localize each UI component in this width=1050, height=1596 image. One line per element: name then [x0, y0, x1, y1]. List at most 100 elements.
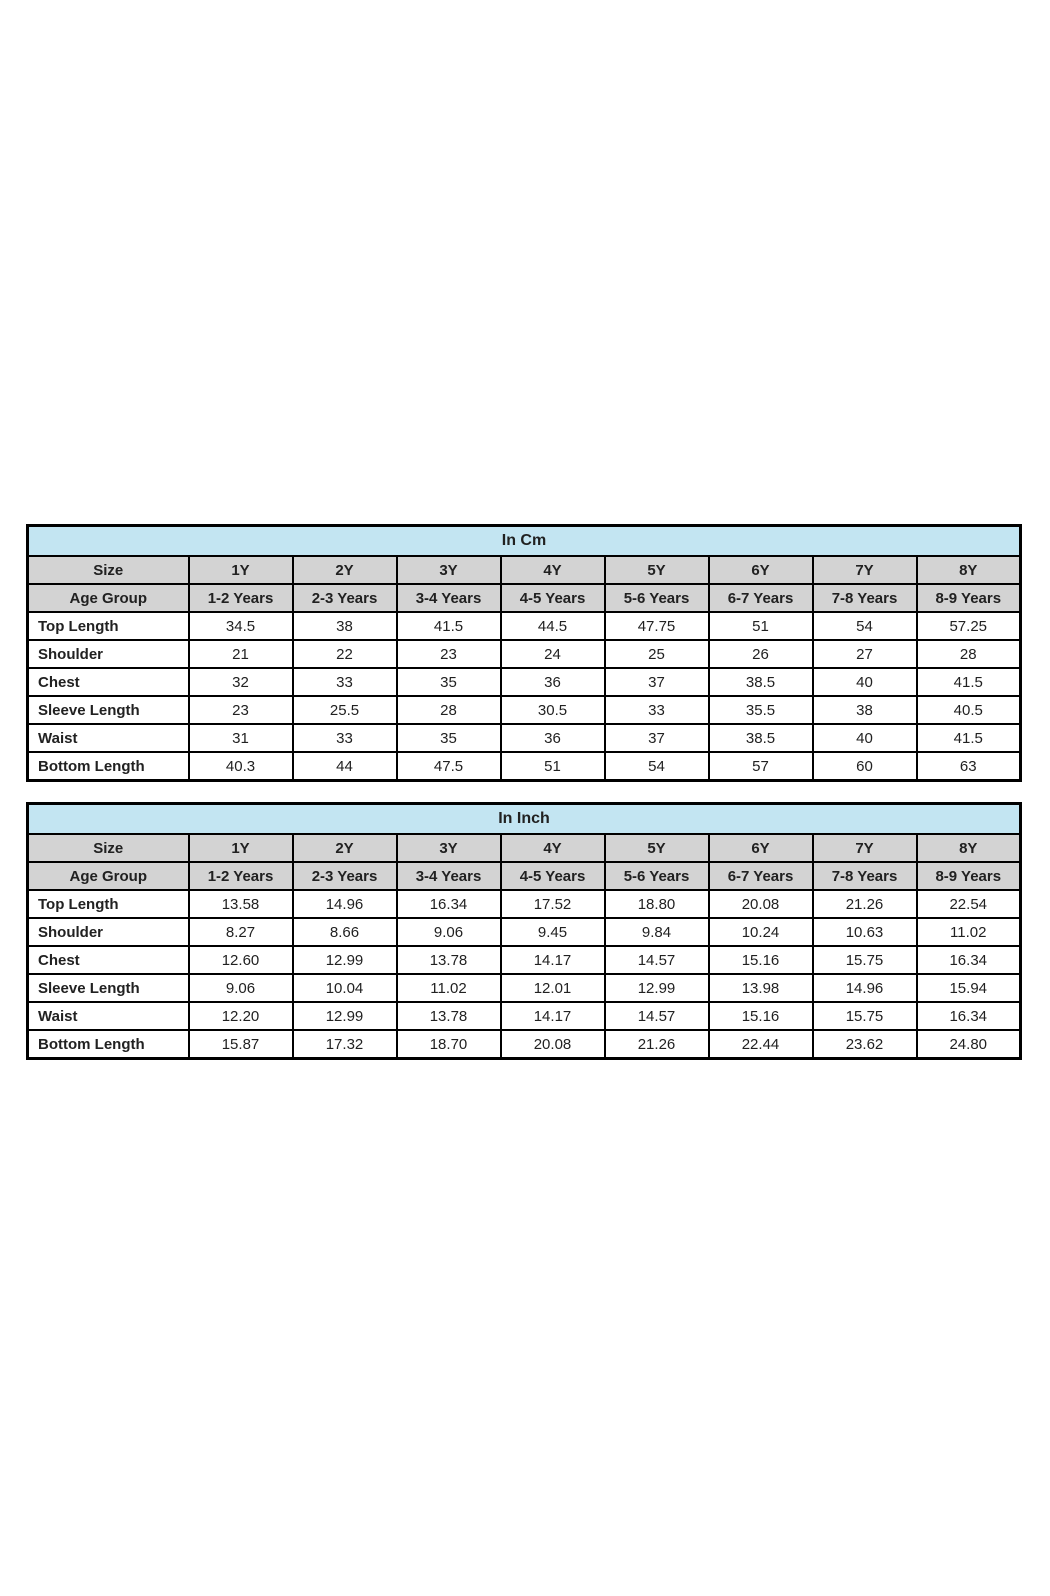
age-group-header-row: Age Group 1-2 Years 2-3 Years 3-4 Years 4-5 … — [26, 583, 1022, 613]
measurement-row: Top Length 34.5 38 41.5 44.5 47.75 51 54 57.25 — [26, 611, 1022, 641]
table-title-row: In Inch — [26, 802, 1022, 835]
age-group-cell: 3-4 Years — [395, 861, 502, 891]
measurement-label: Bottom Length — [26, 751, 190, 782]
age-group-cell: 7-8 Years — [811, 861, 918, 891]
measurement-value: 36 — [499, 667, 606, 697]
measurement-row: Bottom Length 40.3 44 47.5 51 54 57 60 63 — [26, 751, 1022, 782]
size-cell: 3Y — [395, 555, 502, 585]
measurement-value: 24 — [499, 639, 606, 669]
measurement-value: 11.02 — [915, 917, 1022, 947]
measurement-row: Top Length 13.58 14.96 16.34 17.52 18.80 20.08… — [26, 889, 1022, 919]
age-group-cell: 5-6 Years — [603, 861, 710, 891]
measurement-value: 40.5 — [915, 695, 1022, 725]
measurement-value: 36 — [499, 723, 606, 753]
measurement-value: 31 — [187, 723, 294, 753]
measurement-label: Top Length — [26, 889, 190, 919]
measurement-value: 37 — [603, 723, 710, 753]
measurement-value: 57.25 — [915, 611, 1022, 641]
table-title-row: In Cm — [26, 524, 1022, 557]
age-group-cell: 6-7 Years — [707, 583, 814, 613]
measurement-value: 16.34 — [395, 889, 502, 919]
measurement-value: 14.17 — [499, 1001, 606, 1031]
measurement-label: Chest — [26, 667, 190, 697]
measurement-value: 15.87 — [187, 1029, 294, 1060]
age-group-cell: 8-9 Years — [915, 583, 1022, 613]
size-row-label: Size — [26, 555, 190, 585]
measurement-value: 16.34 — [915, 945, 1022, 975]
measurement-value: 10.63 — [811, 917, 918, 947]
measurement-value: 23 — [395, 639, 502, 669]
measurement-value: 8.66 — [291, 917, 398, 947]
table-title: In Inch — [26, 802, 1022, 835]
measurement-value: 20.08 — [499, 1029, 606, 1060]
measurement-value: 35 — [395, 667, 502, 697]
measurement-value: 28 — [915, 639, 1022, 669]
measurement-value: 15.94 — [915, 973, 1022, 1003]
measurement-row: Waist 31 33 35 36 37 38.5 40 41.5 — [26, 723, 1022, 753]
measurement-row: Chest 12.60 12.99 13.78 14.17 14.57 15.16 15.75… — [26, 945, 1022, 975]
age-group-cell: 1-2 Years — [187, 583, 294, 613]
measurement-row: Chest 32 33 35 36 37 38.5 40 41.5 — [26, 667, 1022, 697]
measurement-value: 35.5 — [707, 695, 814, 725]
size-cell: 6Y — [707, 555, 814, 585]
measurement-value: 44 — [291, 751, 398, 782]
measurement-value: 41.5 — [915, 667, 1022, 697]
size-header-row: Size 1Y 2Y 3Y 4Y 5Y 6Y 7Y 8Y — [26, 833, 1022, 863]
measurement-value: 63 — [915, 751, 1022, 782]
measurement-value: 21.26 — [811, 889, 918, 919]
age-group-cell: 6-7 Years — [707, 861, 814, 891]
measurement-value: 9.06 — [395, 917, 502, 947]
age-group-cell: 8-9 Years — [915, 861, 1022, 891]
size-cell: 5Y — [603, 833, 710, 863]
measurement-value: 12.20 — [187, 1001, 294, 1031]
measurement-value: 54 — [603, 751, 710, 782]
size-row-label: Size — [26, 833, 190, 863]
measurement-value: 12.99 — [603, 973, 710, 1003]
size-cell: 7Y — [811, 555, 918, 585]
measurement-value: 23.62 — [811, 1029, 918, 1060]
measurement-value: 9.84 — [603, 917, 710, 947]
measurement-value: 34.5 — [187, 611, 294, 641]
measurement-value: 51 — [499, 751, 606, 782]
age-group-header-row: Age Group 1-2 Years 2-3 Years 3-4 Years 4-5 … — [26, 861, 1022, 891]
measurement-value: 25 — [603, 639, 710, 669]
measurement-value: 60 — [811, 751, 918, 782]
measurement-value: 12.60 — [187, 945, 294, 975]
age-group-row-label: Age Group — [26, 861, 190, 891]
measurement-value: 10.04 — [291, 973, 398, 1003]
measurement-value: 38.5 — [707, 667, 814, 697]
size-cell: 1Y — [187, 555, 294, 585]
measurement-value: 13.78 — [395, 1001, 502, 1031]
measurement-value: 47.5 — [395, 751, 502, 782]
age-group-cell: 2-3 Years — [291, 861, 398, 891]
measurement-label: Shoulder — [26, 917, 190, 947]
measurement-value: 27 — [811, 639, 918, 669]
measurement-row: Bottom Length 15.87 17.32 18.70 20.08 21.26 22… — [26, 1029, 1022, 1060]
size-cell: 4Y — [499, 833, 606, 863]
measurement-value: 15.16 — [707, 945, 814, 975]
measurement-label: Sleeve Length — [26, 973, 190, 1003]
age-group-cell: 3-4 Years — [395, 583, 502, 613]
measurement-value: 16.34 — [915, 1001, 1022, 1031]
measurement-value: 54 — [811, 611, 918, 641]
measurement-value: 28 — [395, 695, 502, 725]
measurement-value: 14.57 — [603, 1001, 710, 1031]
measurement-value: 20.08 — [707, 889, 814, 919]
measurement-value: 57 — [707, 751, 814, 782]
measurement-row: Shoulder 21 22 23 24 25 26 27 28 — [26, 639, 1022, 669]
measurement-value: 8.27 — [187, 917, 294, 947]
measurement-value: 26 — [707, 639, 814, 669]
measurement-value: 10.24 — [707, 917, 814, 947]
measurement-row: Sleeve Length 9.06 10.04 11.02 12.01 12.99 13.… — [26, 973, 1022, 1003]
size-chart-table-inch: In Inch Size 1Y 2Y 3Y 4Y 5Y 6Y 7Y 8Y Age Group 1-2 … — [26, 802, 1022, 1060]
measurement-value: 32 — [187, 667, 294, 697]
measurement-row: Waist 12.20 12.99 13.78 14.17 14.57 15.16 15.75… — [26, 1001, 1022, 1031]
measurement-value: 38 — [291, 611, 398, 641]
measurement-label: Waist — [26, 1001, 190, 1031]
measurement-label: Chest — [26, 945, 190, 975]
measurement-label: Sleeve Length — [26, 695, 190, 725]
measurement-value: 21.26 — [603, 1029, 710, 1060]
measurement-value: 21 — [187, 639, 294, 669]
measurement-row: Sleeve Length 23 25.5 28 30.5 33 35.5 38 40.5 — [26, 695, 1022, 725]
measurement-value: 38.5 — [707, 723, 814, 753]
